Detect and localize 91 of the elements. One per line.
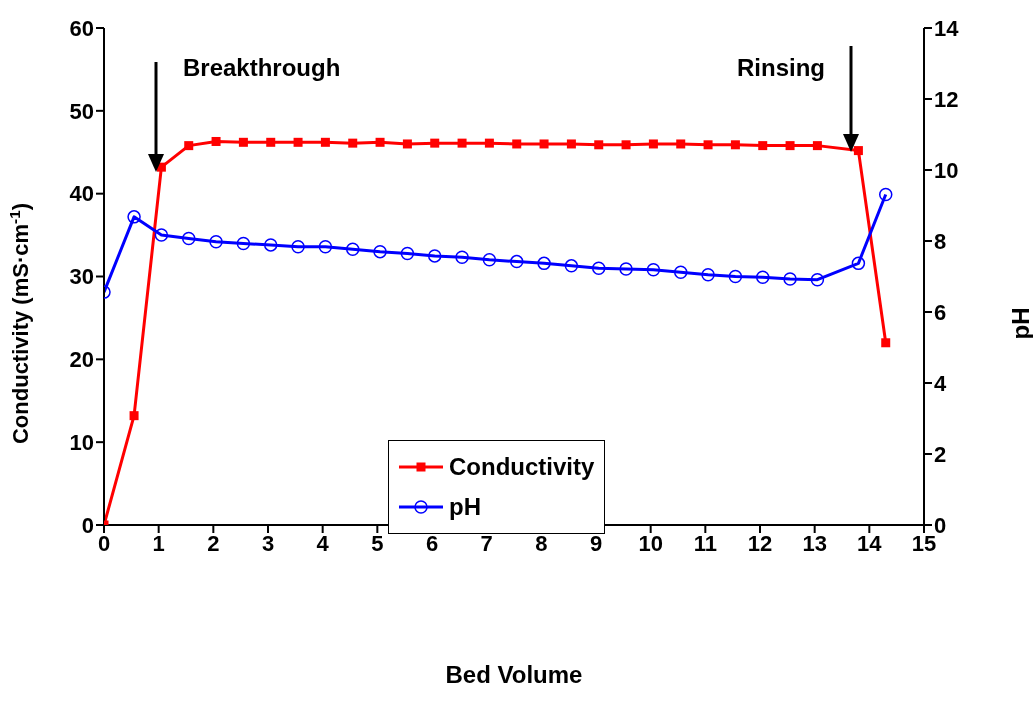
point <box>455 250 469 265</box>
y-tick-label: 50 <box>69 98 94 124</box>
legend-label: Conductivity <box>449 453 595 481</box>
point <box>457 138 467 148</box>
point <box>853 146 863 156</box>
x-tick-label: 8 <box>535 530 548 556</box>
point <box>646 263 661 277</box>
point <box>566 139 576 149</box>
point <box>427 249 442 263</box>
point <box>812 141 822 151</box>
y2-tick-label: 4 <box>934 370 947 396</box>
point <box>619 262 633 276</box>
y-tick-label: 20 <box>69 347 94 373</box>
legend-label: pH <box>449 493 481 521</box>
point <box>293 137 303 147</box>
point <box>676 139 686 149</box>
point <box>594 140 604 150</box>
y-tick-label: 0 <box>81 512 94 538</box>
y-tick-label: 60 <box>69 15 94 41</box>
x-tick-label: 9 <box>589 530 603 556</box>
point <box>484 138 494 148</box>
point <box>129 411 139 421</box>
point <box>591 261 606 276</box>
y-tick-label: 10 <box>69 429 94 455</box>
point <box>263 238 278 252</box>
y-tick-label: 40 <box>69 181 94 207</box>
y2-tick-label: 2 <box>934 441 947 467</box>
point <box>648 139 658 149</box>
point <box>154 228 169 242</box>
point <box>703 140 713 150</box>
x-tick-label: 7 <box>480 530 493 556</box>
x-tick-label: 4 <box>316 530 330 556</box>
point <box>181 231 196 246</box>
point <box>621 140 631 150</box>
point <box>238 137 248 147</box>
point <box>878 187 893 202</box>
x-tick-label: 15 <box>911 530 937 556</box>
point <box>758 141 768 151</box>
point <box>266 137 276 147</box>
point <box>318 239 333 254</box>
point <box>728 269 743 284</box>
point <box>701 267 715 282</box>
point <box>564 259 579 273</box>
y2-tick-label: 14 <box>934 15 960 41</box>
point <box>375 137 385 147</box>
y2-tick-label: 12 <box>934 86 959 112</box>
y2-tick-label: 6 <box>934 299 947 325</box>
y2-tick-label: 10 <box>934 157 959 183</box>
point <box>783 272 797 286</box>
x-tick-label: 0 <box>97 530 111 556</box>
point <box>430 138 440 148</box>
point <box>881 338 891 348</box>
point <box>184 141 194 151</box>
x-tick-label: 1 <box>152 530 165 556</box>
x-tick-label: 13 <box>802 530 827 556</box>
point <box>209 234 223 249</box>
point <box>537 256 551 271</box>
point <box>810 272 825 287</box>
point <box>373 244 387 259</box>
point <box>512 139 522 149</box>
point <box>211 136 221 146</box>
point <box>851 256 866 271</box>
point <box>291 239 305 254</box>
x-tick-label: 11 <box>693 530 717 556</box>
y-tick-label: 30 <box>69 264 94 290</box>
x-axis-title: Bed Volume <box>445 661 583 688</box>
y2-tick-label: 8 <box>934 228 947 254</box>
point <box>348 138 358 148</box>
point <box>127 210 141 224</box>
annotation: Breakthrough <box>183 54 341 81</box>
y2-tick-label: 0 <box>934 512 947 538</box>
point <box>673 265 688 279</box>
x-tick-label: 3 <box>261 530 275 556</box>
x-tick-label: 10 <box>638 530 663 556</box>
point <box>509 254 524 269</box>
x-tick-label: 5 <box>371 530 384 556</box>
point <box>539 139 549 149</box>
point <box>400 246 415 261</box>
point <box>730 140 740 150</box>
x-tick-label: 6 <box>425 530 439 556</box>
x-tick-label: 12 <box>747 530 773 556</box>
x-tick-label: 14 <box>857 530 883 556</box>
annotation: Rinsing <box>737 54 825 81</box>
x-tick-label: 2 <box>207 530 220 556</box>
point <box>402 139 412 149</box>
point <box>320 137 330 147</box>
point <box>482 253 497 267</box>
point <box>345 242 360 256</box>
point <box>236 236 251 251</box>
point <box>785 141 795 151</box>
point <box>755 270 770 284</box>
